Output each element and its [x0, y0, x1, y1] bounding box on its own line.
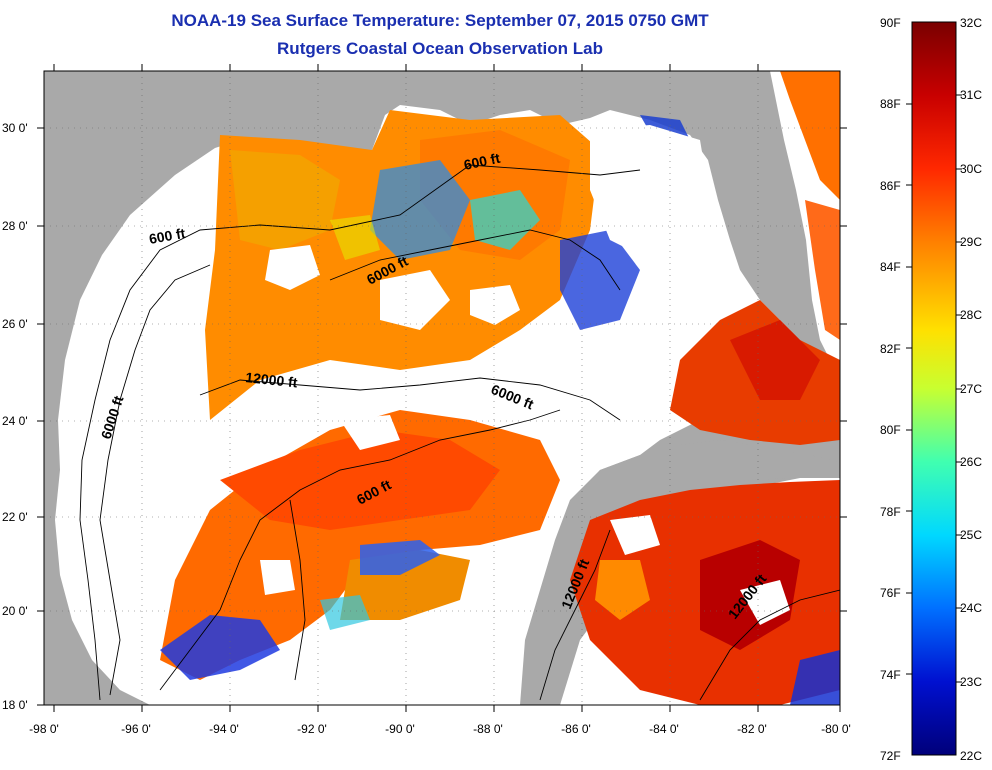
plot-frame — [43, 70, 841, 706]
latitude-label: 26 0' — [2, 317, 28, 331]
colorbar-celsius-label: 24C — [960, 601, 982, 615]
colorbar-celsius-label: 30C — [960, 162, 982, 176]
colorbar-fahrenheit-label: 74F — [880, 668, 901, 682]
longitude-label: -86 0' — [561, 722, 591, 736]
latitude-axis-labels: 30 0' 28 0' 26 0' 24 0' 22 0' 20 0' 18 0… — [2, 121, 28, 712]
longitude-label: -80 0' — [821, 722, 851, 736]
contour-label: 600 ft — [148, 225, 187, 247]
latitude-label: 18 0' — [2, 698, 28, 712]
contour-label: 600 ft — [462, 150, 501, 173]
bathymetry-contours — [79, 164, 840, 701]
colorbar: 90F 88F 86F 84F 82F 80F 78F 76F 74F 72F … — [880, 16, 982, 763]
colorbar-fahrenheit-label: 86F — [880, 179, 901, 193]
map-title: NOAA-19 Sea Surface Temperature: Septemb… — [171, 11, 709, 30]
colorbar-fahrenheit-label: 76F — [880, 586, 901, 600]
colorbar-fahrenheit-label: 72F — [880, 749, 901, 763]
colorbar-celsius-label: 28C — [960, 308, 982, 322]
colorbar-fahrenheit-label: 90F — [880, 16, 901, 30]
colorbar-fahrenheit-label: 78F — [880, 505, 901, 519]
colorbar-celsius-label: 29C — [960, 235, 982, 249]
colorbar-celsius-label: 25C — [960, 528, 982, 542]
colorbar-celsius-label: 26C — [960, 455, 982, 469]
contour-label: 12000 ft — [245, 369, 299, 390]
tick-marks — [37, 64, 847, 712]
longitude-label: -92 0' — [297, 722, 327, 736]
colorbar-celsius-label: 31C — [960, 88, 982, 102]
latitude-label: 20 0' — [2, 604, 28, 618]
colorbar-celsius-label: 27C — [960, 382, 982, 396]
colorbar-fahrenheit-label: 80F — [880, 423, 901, 437]
longitude-label: -90 0' — [385, 722, 415, 736]
colorbar-celsius-label: 32C — [960, 16, 982, 30]
longitude-label: -98 0' — [29, 722, 59, 736]
plot-area: 600 ft 600 ft 6000 ft 6000 ft 6000 ft 12… — [44, 71, 840, 705]
latitude-label: 30 0' — [2, 121, 28, 135]
colorbar-gradient — [911, 21, 957, 756]
map-subtitle: Rutgers Coastal Ocean Observation Lab — [277, 39, 603, 58]
colorbar-celsius-label: 23C — [960, 675, 982, 689]
colorbar-fahrenheit-label: 84F — [880, 260, 901, 274]
latitude-label: 22 0' — [2, 510, 28, 524]
longitude-label: -82 0' — [737, 722, 767, 736]
longitude-label: -88 0' — [473, 722, 503, 736]
latitude-label: 28 0' — [2, 219, 28, 233]
longitude-label: -96 0' — [121, 722, 151, 736]
longitude-label: -94 0' — [209, 722, 239, 736]
latitude-label: 24 0' — [2, 414, 28, 428]
colorbar-fahrenheit-label: 88F — [880, 97, 901, 111]
colorbar-celsius-label: 22C — [960, 749, 982, 763]
colorbar-fahrenheit-label: 82F — [880, 342, 901, 356]
longitude-axis-labels: -98 0' -96 0' -94 0' -92 0' -90 0' -88 0… — [29, 722, 851, 736]
longitude-label: -84 0' — [649, 722, 679, 736]
graticule — [44, 71, 840, 705]
cuba-land — [575, 440, 840, 530]
